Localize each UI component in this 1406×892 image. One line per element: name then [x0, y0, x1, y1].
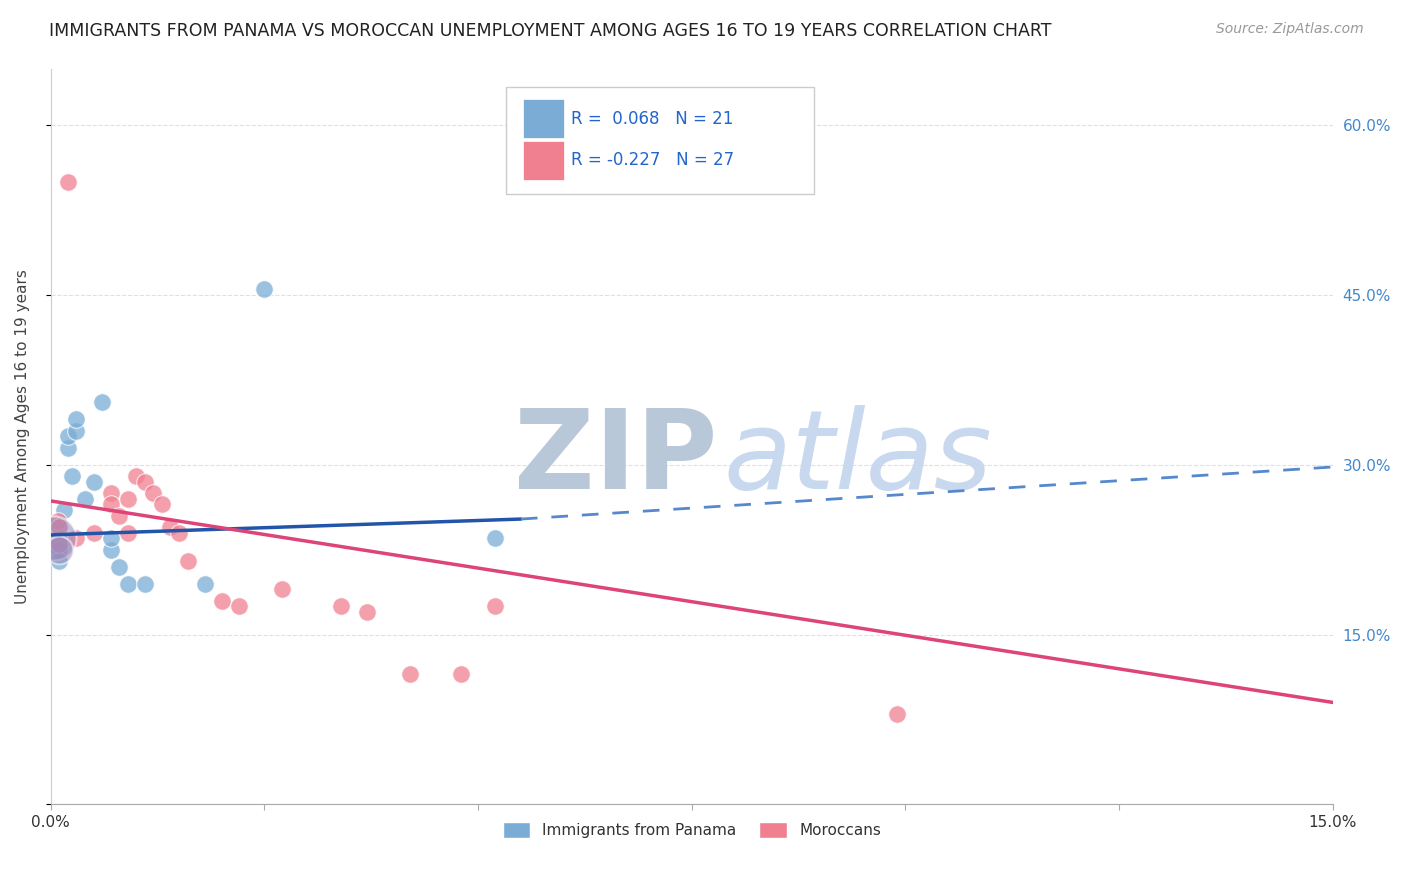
Point: [125, 469, 148, 483]
Point: [60, 469, 83, 483]
Point: [194, 576, 217, 591]
Point: [330, 599, 353, 614]
Point: [117, 525, 139, 540]
Point: [211, 593, 233, 607]
Point: [108, 508, 131, 523]
Text: atlas: atlas: [724, 405, 993, 512]
Point: [100, 531, 122, 545]
Text: ZIP: ZIP: [515, 405, 717, 512]
Point: [450, 667, 472, 681]
Point: [134, 475, 156, 489]
Point: [65, 412, 87, 426]
Text: R = -0.227   N = 27: R = -0.227 N = 27: [571, 152, 734, 169]
Point: [886, 706, 908, 721]
Point: [56, 175, 79, 189]
Point: [48, 542, 70, 557]
Point: [159, 520, 181, 534]
Point: [46, 520, 69, 534]
Point: [65, 424, 87, 438]
Point: [484, 599, 506, 614]
Point: [100, 542, 122, 557]
Point: [108, 559, 131, 574]
FancyBboxPatch shape: [523, 99, 564, 138]
Point: [398, 667, 420, 681]
Point: [176, 554, 198, 568]
Point: [46, 514, 69, 528]
Point: [142, 486, 165, 500]
Point: [150, 497, 173, 511]
Point: [228, 599, 250, 614]
Point: [48, 537, 70, 551]
Point: [44, 531, 66, 545]
Point: [117, 491, 139, 506]
FancyBboxPatch shape: [506, 87, 814, 194]
Point: [134, 576, 156, 591]
Text: IMMIGRANTS FROM PANAMA VS MOROCCAN UNEMPLOYMENT AMONG AGES 16 TO 19 YEARS CORREL: IMMIGRANTS FROM PANAMA VS MOROCCAN UNEMP…: [49, 22, 1052, 40]
Point: [48, 531, 70, 545]
Point: [56, 441, 79, 455]
Point: [167, 525, 190, 540]
Point: [484, 531, 506, 545]
Point: [48, 542, 70, 557]
FancyBboxPatch shape: [523, 141, 564, 180]
Point: [52, 503, 75, 517]
Point: [91, 395, 114, 409]
Point: [356, 605, 378, 619]
Y-axis label: Unemployment Among Ages 16 to 19 years: Unemployment Among Ages 16 to 19 years: [15, 269, 30, 604]
Point: [65, 531, 87, 545]
Point: [100, 497, 122, 511]
Text: Source: ZipAtlas.com: Source: ZipAtlas.com: [1216, 22, 1364, 37]
Point: [83, 525, 105, 540]
Point: [56, 429, 79, 443]
Point: [48, 554, 70, 568]
Text: R =  0.068   N = 21: R = 0.068 N = 21: [571, 110, 734, 128]
Point: [100, 486, 122, 500]
Point: [253, 282, 276, 296]
Point: [83, 475, 105, 489]
Point: [73, 491, 96, 506]
Point: [48, 520, 70, 534]
Point: [117, 576, 139, 591]
Legend: Immigrants from Panama, Moroccans: Immigrants from Panama, Moroccans: [496, 816, 887, 845]
Point: [270, 582, 292, 597]
